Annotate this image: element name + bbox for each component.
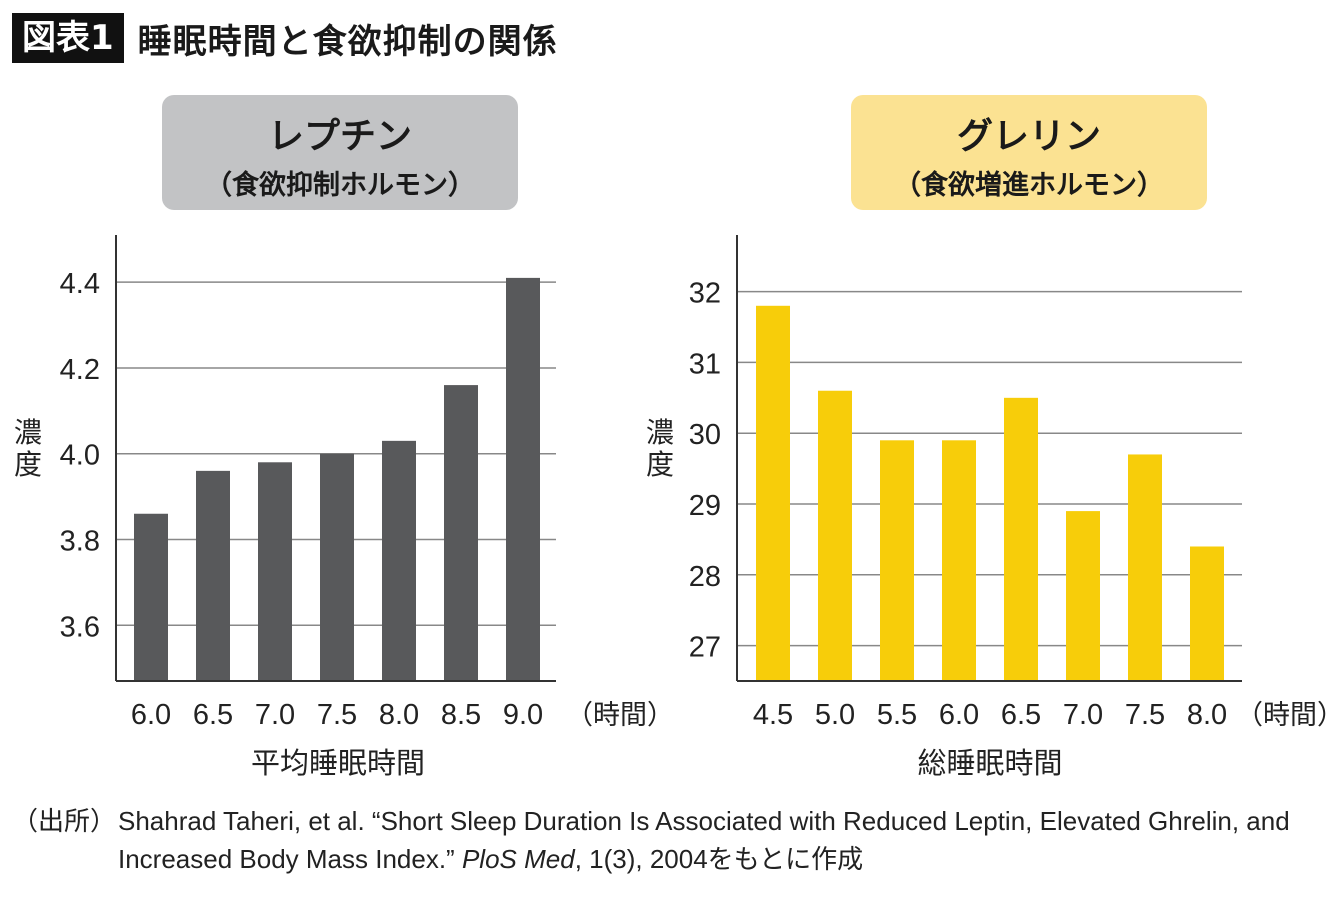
leptin-x-unit: （時間） [566,700,674,731]
ghrelin-subtitle: （食欲増進ホルモン） [894,170,1164,201]
leptin-xtick-label: 9.0 [503,699,543,731]
ghrelin-xtick-label: 8.0 [1187,699,1227,731]
leptin-bar [258,462,292,681]
ghrelin-bar [1128,454,1162,681]
leptin-xtick-label: 6.0 [131,699,171,731]
ghrelin-xtick-label: 7.0 [1063,699,1103,731]
figure-header: 図表1 睡眠時間と食欲抑制の関係 [12,12,558,64]
leptin-x-axis-title: 平均睡眠時間 [251,746,425,780]
ghrelin-ytick-label: 32 [689,278,721,310]
leptin-bar [196,470,230,681]
leptin-ytick-label: 3.8 [60,525,100,557]
ghrelin-bar [756,305,790,681]
figure-label: 図表1 [12,13,124,63]
ghrelin-xtick-label: 5.0 [815,699,855,731]
ghrelin-xtick-label: 4.5 [753,699,793,731]
source-journal: PloS Med [461,844,575,874]
leptin-subtitle: （食欲抑制ホルモン） [205,170,475,201]
ghrelin-y-axis-title-char: 濃 [646,416,674,449]
figure-title: 睡眠時間と食欲抑制の関係 [137,21,558,62]
ghrelin-ytick-label: 30 [689,419,721,451]
ghrelin-bar [1190,546,1224,681]
leptin-title-box: レプチン （食欲抑制ホルモン） [162,95,518,210]
ghrelin-title: グレリン [956,116,1101,157]
leptin-y-axis-title-char: 濃 [14,416,42,449]
ghrelin-bar [1004,397,1038,681]
ghrelin-x-unit: （時間） [1236,700,1340,731]
leptin-bar [506,277,540,681]
ghrelin-xtick-label: 6.0 [939,699,979,731]
ghrelin-ytick-label: 31 [689,348,721,380]
ghrelin-xtick-label: 7.5 [1125,699,1165,731]
leptin-bar [444,385,478,681]
leptin-xtick-label: 8.5 [441,699,481,731]
leptin-bar [382,440,416,681]
source-label: （出所） [12,806,117,836]
ghrelin-ytick-label: 27 [689,632,721,664]
ghrelin-xtick-label: 5.5 [877,699,917,731]
ghrelin-x-axis-title: 総睡眠時間 [917,746,1062,780]
source-note: （出所）Shahrad Taheri, et al. “Short Sleep … [12,802,1332,878]
leptin-xtick-label: 7.5 [317,699,357,731]
leptin-title: レプチン [267,116,412,157]
leptin-bar [134,513,168,681]
source-citation: Shahrad Taheri, et al. “Short Sleep Dura… [118,802,1313,878]
ghrelin-bar [818,390,852,681]
charts-canvas: 3.6 3.8 4.0 4.2 4.4 6.0 6.5 7.0 7.5 8.0 8.5 9.0 （時間）… [14,235,1340,780]
source-text-after: , 1(3), 2004をもとに作成 [574,844,864,874]
ghrelin-bar [1066,511,1100,681]
ghrelin-bar [942,440,976,681]
source-text-before: Shahrad Taheri, et al. “Short Sleep Dura… [118,806,1290,874]
ghrelin-title-box: グレリン （食欲増進ホルモン） [851,95,1207,210]
leptin-ytick-label: 3.6 [60,611,100,643]
ghrelin-bar [880,440,914,681]
leptin-xtick-label: 8.0 [379,699,419,731]
leptin-ytick-label: 4.0 [60,440,100,472]
ghrelin-xtick-label: 6.5 [1001,699,1041,731]
leptin-y-axis-title-char: 度 [14,448,42,481]
ghrelin-ytick-label: 29 [689,490,721,522]
leptin-xtick-label: 7.0 [255,699,295,731]
ghrelin-y-axis-title-char: 度 [646,448,674,481]
leptin-ytick-label: 4.4 [60,268,100,300]
ghrelin-ytick-label: 28 [689,561,721,593]
leptin-ytick-label: 4.2 [60,354,100,386]
leptin-xtick-label: 6.5 [193,699,233,731]
leptin-bar [320,453,354,681]
